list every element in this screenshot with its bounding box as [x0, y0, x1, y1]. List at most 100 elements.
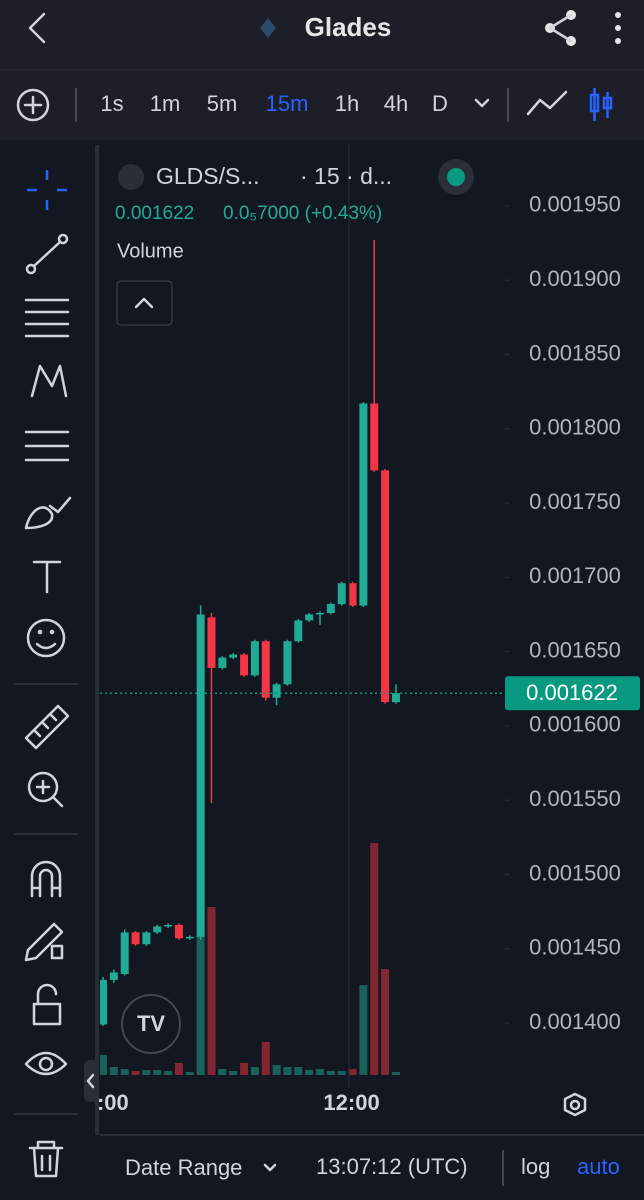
volume-bar — [305, 1070, 314, 1075]
candle-body — [131, 932, 140, 945]
volume-bar — [294, 1067, 303, 1075]
interval-button[interactable]: 1h — [335, 91, 359, 116]
candle-body — [348, 583, 357, 606]
candle-body — [218, 657, 227, 668]
emoji-tool[interactable] — [26, 618, 66, 658]
y-tick-label: 0.001500 — [529, 860, 621, 885]
candle-body — [326, 604, 335, 613]
volume-bar — [359, 985, 368, 1075]
candle-chart-button[interactable] — [589, 88, 613, 121]
crosshair-tool[interactable] — [27, 170, 67, 210]
tradingview-logo: TV — [121, 994, 181, 1054]
volume-bar — [370, 843, 379, 1075]
candle-body — [261, 641, 270, 698]
forecast-tool[interactable] — [24, 430, 70, 462]
volume-bar — [391, 1072, 400, 1075]
volume-bar — [164, 1071, 173, 1075]
back-button[interactable] — [28, 12, 46, 44]
lock-drawing-tool[interactable] — [24, 922, 64, 962]
line-chart-button[interactable] — [526, 90, 568, 116]
volume-bar — [109, 1067, 118, 1075]
candle-body — [196, 614, 205, 937]
volume-bar — [272, 1065, 281, 1075]
volume-bar — [326, 1071, 335, 1075]
log-button[interactable]: log — [521, 1154, 550, 1179]
volume-bar — [348, 1069, 357, 1075]
header-bar — [0, 0, 644, 70]
menu-button[interactable] — [615, 12, 621, 44]
volume-bar — [283, 1067, 292, 1075]
y-tick-label: 0.001600 — [529, 712, 621, 737]
svg-text:TV: TV — [137, 1011, 165, 1036]
y-tick-label: 0.001850 — [529, 340, 621, 365]
volume-bar — [381, 969, 390, 1075]
interval-button[interactable]: 4h — [384, 91, 408, 116]
volume-bar — [131, 1071, 140, 1075]
visibility-tool[interactable] — [24, 1051, 68, 1076]
volume-bar — [153, 1070, 162, 1075]
volume-bar — [218, 1069, 227, 1075]
x-tick-label: :00 — [97, 1090, 129, 1115]
ruler-tool[interactable] — [24, 704, 70, 750]
candle-body — [294, 620, 303, 642]
candle-body — [174, 924, 183, 939]
y-tick-label: 0.001650 — [529, 637, 621, 662]
volume-bar — [120, 1069, 129, 1075]
candle-body — [283, 641, 292, 685]
brush-tool[interactable] — [24, 496, 72, 530]
magnet-tool[interactable] — [30, 860, 62, 898]
interval-button[interactable]: D — [432, 91, 448, 116]
volume-bar — [207, 907, 216, 1075]
collapse-legend[interactable] — [116, 280, 173, 326]
pattern-tool[interactable] — [30, 364, 68, 398]
volume-bar — [100, 1055, 107, 1075]
last-price-label: 0.001622 — [526, 680, 618, 705]
candle-body — [185, 936, 194, 939]
fib-tool[interactable] — [24, 298, 70, 338]
interval-dropdown[interactable] — [474, 98, 490, 108]
auto-button[interactable]: auto — [577, 1154, 620, 1179]
volume-label: Volume — [117, 240, 184, 262]
interval-button[interactable]: 15m — [266, 91, 309, 116]
y-tick-label: 0.001700 — [529, 563, 621, 588]
candle-body — [370, 403, 379, 471]
last-price-box — [505, 676, 640, 711]
y-tick-label: 0.001450 — [529, 935, 621, 960]
lock-tool[interactable] — [32, 983, 62, 1026]
candle-body — [109, 972, 118, 980]
share-button[interactable] — [545, 10, 576, 46]
interval-button[interactable]: 1s — [100, 91, 123, 116]
y-tick-label: 0.001900 — [529, 266, 621, 291]
clock: 13:07:12 (UTC) — [316, 1154, 468, 1179]
settings-button[interactable] — [563, 1092, 587, 1117]
candle-body — [153, 926, 162, 933]
candle-body — [207, 617, 216, 668]
candle-body — [164, 924, 173, 927]
candle-body — [250, 641, 259, 676]
last-price-text: 0.001622 — [115, 203, 194, 224]
add-button[interactable] — [16, 88, 50, 122]
y-tick-label: 0.001800 — [529, 415, 621, 440]
volume-bar — [142, 1070, 151, 1075]
collapse-button[interactable] — [84, 1060, 98, 1102]
candle-body — [381, 470, 390, 703]
volume-bar — [316, 1069, 324, 1075]
interval-button[interactable]: 1m — [150, 91, 181, 116]
volume-bar — [337, 1071, 346, 1075]
symbol: GLDS/S... — [156, 163, 260, 189]
zoom-tool[interactable] — [27, 771, 64, 808]
volume-bar — [240, 1063, 249, 1075]
plot-area — [100, 240, 400, 1075]
token-icon — [260, 18, 276, 38]
interval-info: · 15 · d... — [300, 163, 392, 189]
header-title: Glades — [305, 12, 392, 42]
y-tick-label: 0.001950 — [529, 192, 621, 217]
trend-line-tool[interactable] — [25, 233, 69, 275]
delete-tool[interactable] — [28, 1140, 64, 1178]
candle-body — [391, 693, 400, 703]
candle-body — [316, 612, 324, 615]
interval-button[interactable]: 5m — [207, 91, 238, 116]
date-range-button[interactable]: Date Range — [125, 1155, 242, 1180]
text-tool[interactable] — [32, 560, 62, 594]
